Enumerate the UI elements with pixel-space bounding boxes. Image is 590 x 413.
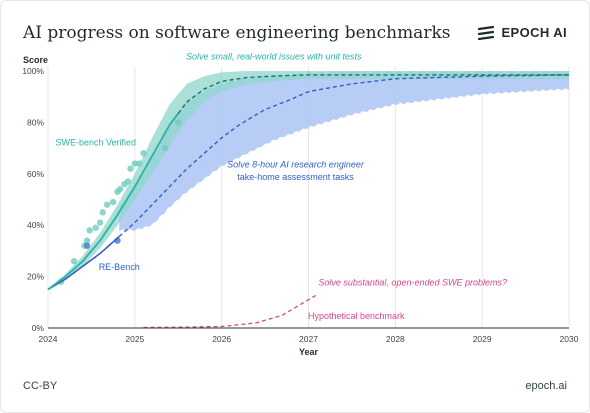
swe-bench-point: [99, 209, 106, 216]
x-axis-title: Year: [299, 347, 319, 357]
x-tick-label: 2024: [39, 334, 58, 344]
brand[interactable]: EPOCH AI: [477, 25, 567, 40]
x-tick-label: 2025: [125, 334, 144, 344]
x-tick-label: 2029: [473, 334, 492, 344]
swe-bench-point: [116, 186, 124, 193]
license-label[interactable]: CC-BY: [23, 380, 58, 392]
re-bench-band: [119, 70, 569, 232]
annotation-label: Solve substantial, open-ended SWE proble…: [318, 278, 507, 288]
x-tick-label: 2027: [299, 334, 318, 344]
swe-bench-point: [140, 150, 147, 157]
swe-bench-point: [127, 165, 134, 172]
swe-bench-point: [70, 257, 78, 265]
swe-bench-projection-line: [177, 74, 569, 114]
swe-bench-point: [162, 144, 169, 152]
y-tick-label: 20%: [27, 272, 44, 282]
annotation-label: SWE-bench Verified: [55, 138, 136, 148]
swe-bench-point: [96, 219, 104, 226]
swe-bench-point: [175, 119, 182, 126]
re-bench-fit-line: [47, 235, 120, 291]
brand-name: EPOCH AI: [501, 25, 567, 40]
re-bench-projection-line: [118, 74, 569, 238]
swe-bench-point: [86, 227, 93, 234]
swe-bench-point: [124, 178, 132, 185]
annotation-label: RE-Bench: [99, 262, 140, 272]
swe-bench-point: [135, 160, 143, 167]
annotation-label: Solve 8-hour AI research engineer: [227, 159, 365, 169]
x-tick-label: 2030: [560, 334, 579, 344]
swe-bench-point: [92, 224, 99, 231]
hypothetical-projection-line: [143, 294, 318, 329]
swe-bench-fit-line: [47, 112, 180, 291]
annotation-label: take-home assessment tasks: [237, 172, 354, 182]
y-axis-title: Score: [23, 55, 48, 65]
swe-bench-point: [109, 198, 117, 206]
site-link[interactable]: epoch.ai: [525, 380, 567, 392]
x-tick-label: 2026: [212, 334, 231, 344]
y-tick-label: 80%: [27, 117, 44, 127]
re-bench-point: [83, 242, 91, 249]
swe-bench-point: [83, 237, 91, 244]
annotation-label: Hypothetical benchmark: [308, 311, 405, 321]
y-tick-label: 0%: [32, 323, 45, 333]
epoch-logo-icon: [478, 25, 495, 40]
swe-bench-point: [103, 201, 111, 208]
y-tick-label: 40%: [27, 220, 44, 230]
chart-title: AI progress on software engineering benc…: [23, 23, 451, 43]
y-tick-label: 60%: [27, 169, 44, 179]
annotation-label: Solve small, real-world issues with unit…: [186, 51, 362, 61]
x-tick-label: 2028: [386, 334, 405, 344]
y-tick-label: 100%: [22, 66, 44, 76]
